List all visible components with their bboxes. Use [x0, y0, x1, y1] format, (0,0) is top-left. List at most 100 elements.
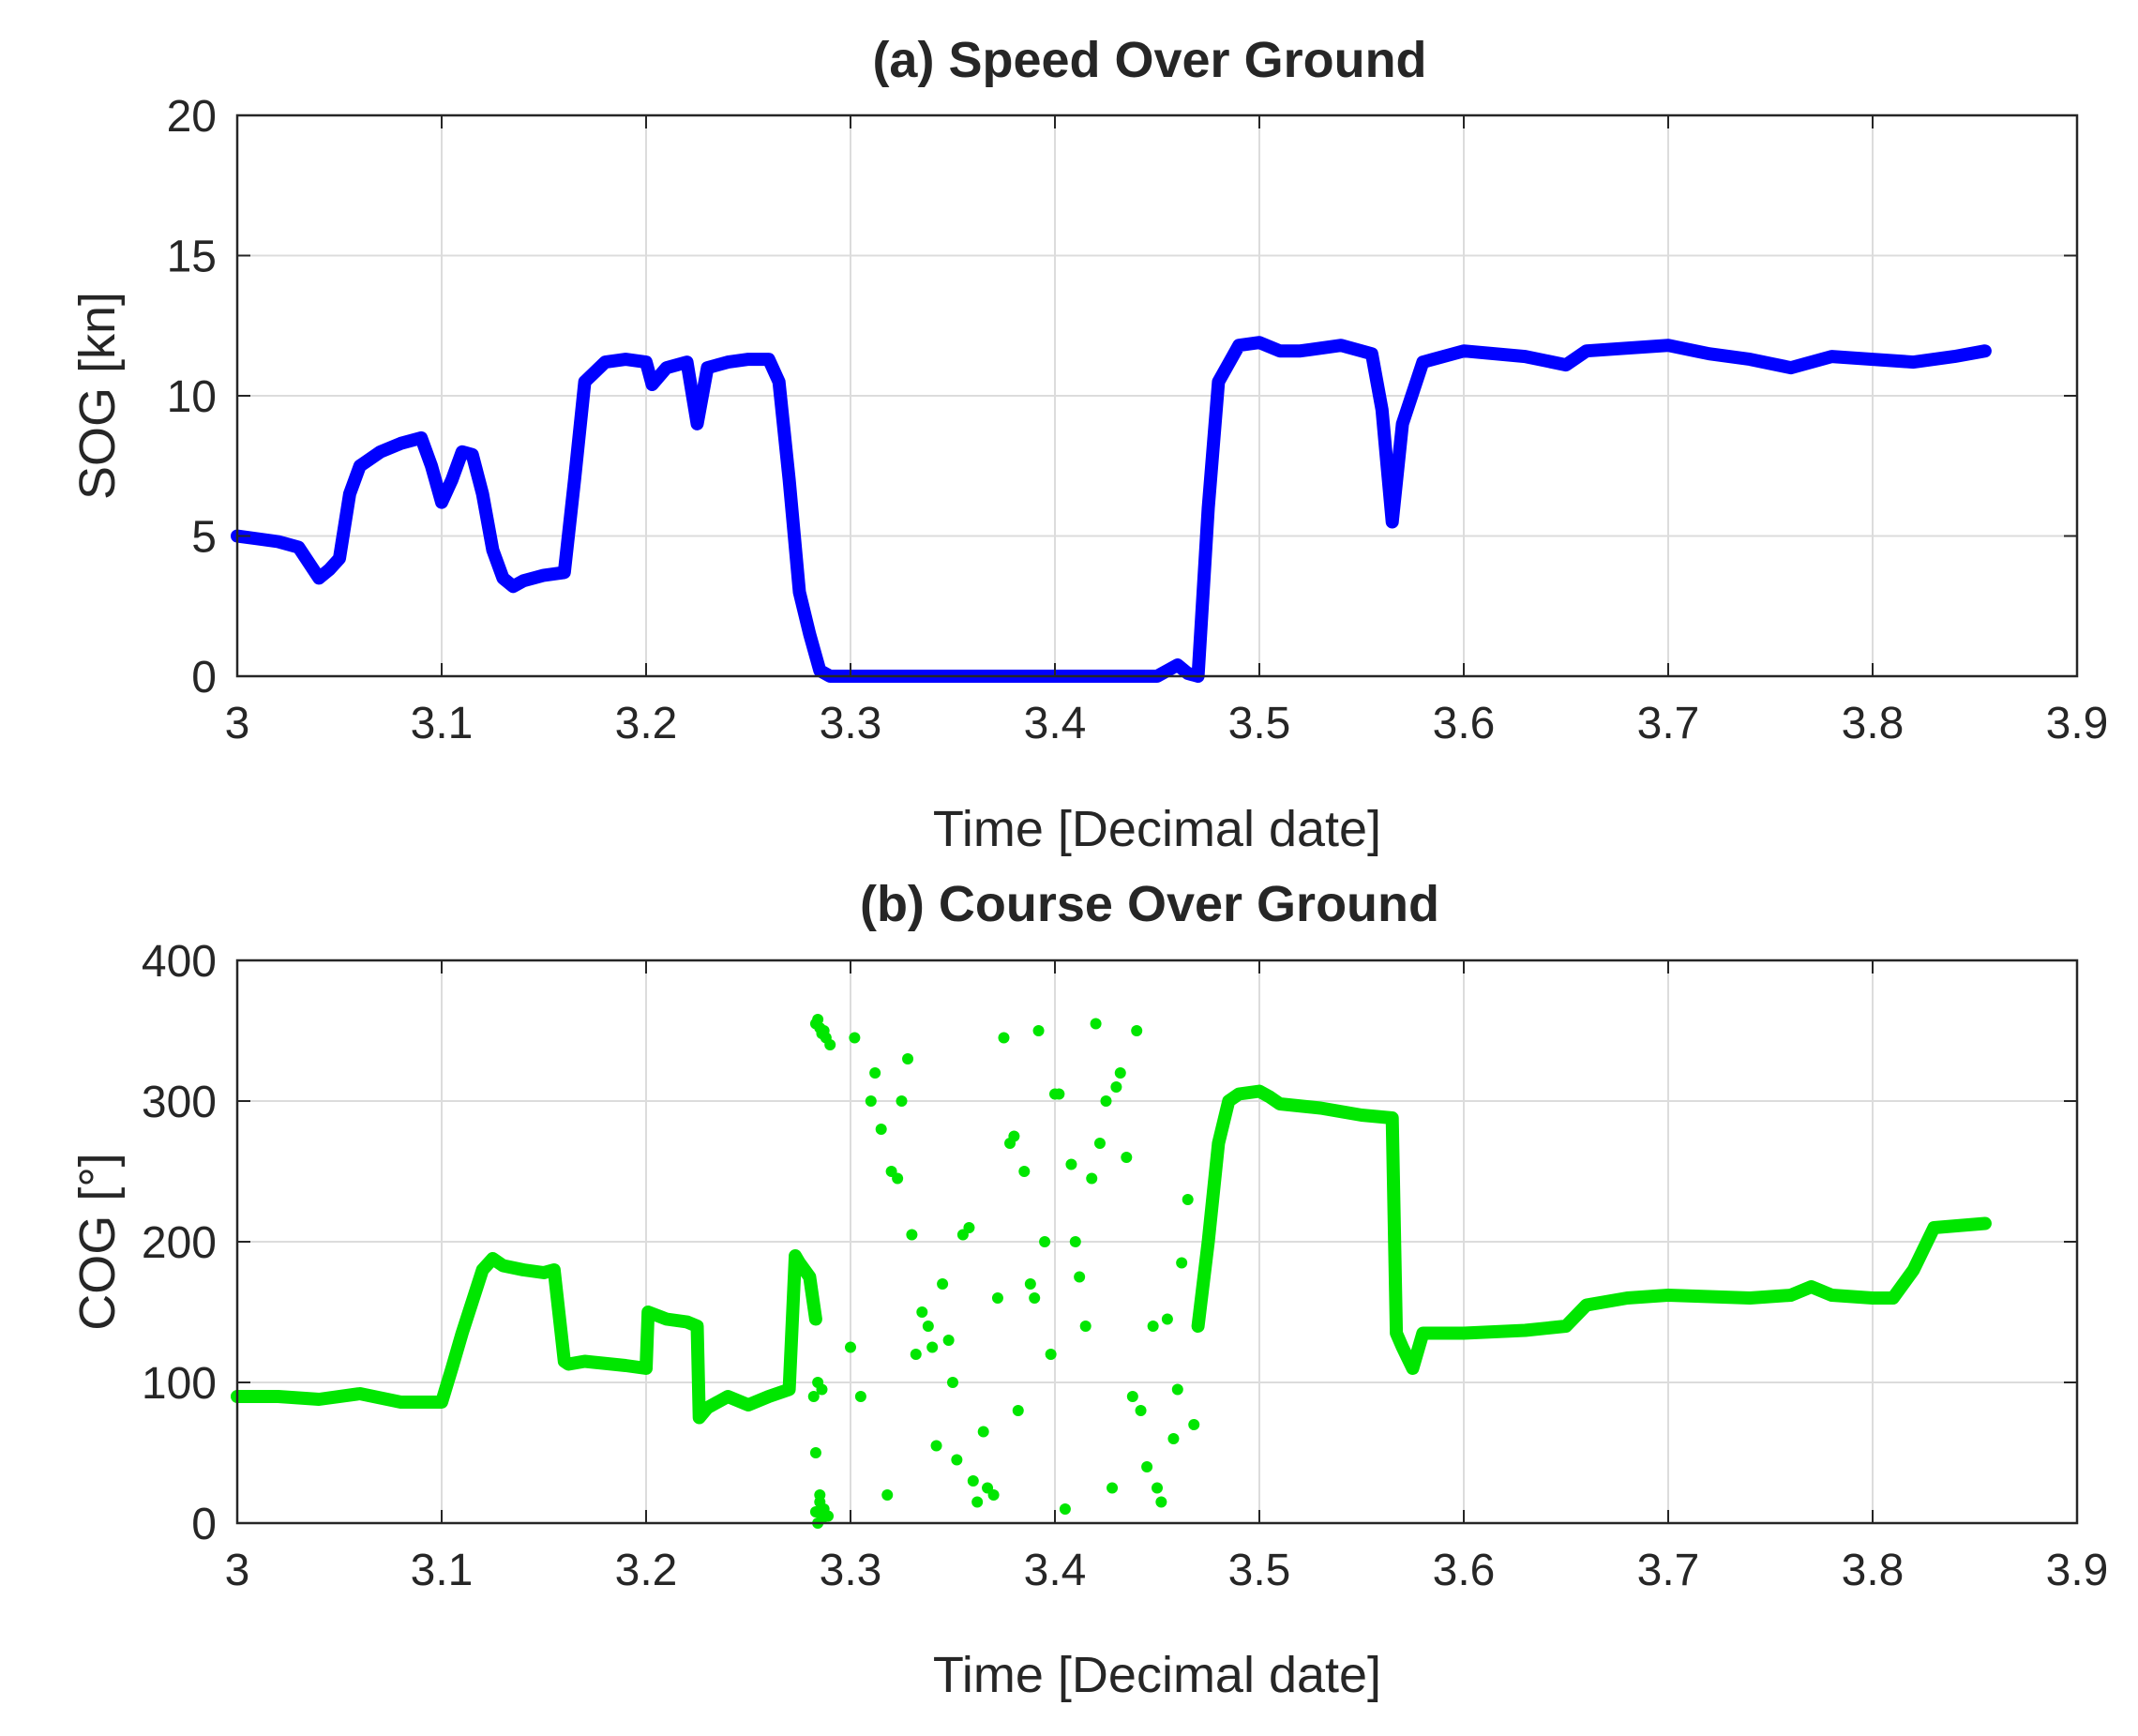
cog-point-73	[1131, 1025, 1143, 1036]
cog-grid	[237, 960, 2077, 1523]
cog-point-75	[1141, 1461, 1153, 1472]
cog-point-71	[1121, 1152, 1133, 1163]
cog-point-84	[1188, 1419, 1200, 1430]
sog-x-tick-label-9: 3.9	[2046, 699, 2109, 748]
cog-point-35	[937, 1278, 949, 1290]
cog-point-1	[812, 1014, 824, 1025]
cog-point-24	[881, 1489, 894, 1501]
cog-point-7	[807, 1391, 820, 1402]
cog-y-tick-label-4: 400	[142, 937, 217, 987]
cog-point-83	[1182, 1194, 1194, 1205]
cog-y-tick-label-0: 0	[191, 1500, 217, 1549]
sog-chart-title: (a) Speed Over Ground	[872, 32, 1426, 88]
cog-chart-title: (b) Course Over Ground	[860, 876, 1439, 932]
cog-point-10	[809, 1447, 821, 1458]
cog-point-51	[1018, 1166, 1031, 1177]
cog-y-tick-label-2: 200	[142, 1218, 217, 1268]
cog-y-tick-label-1: 100	[142, 1359, 217, 1409]
cog-x-axis-label: Time [Decimal date]	[933, 1647, 1381, 1703]
cog-point-80	[1167, 1433, 1180, 1444]
cog-point-46	[991, 1292, 1003, 1304]
cog-point-34	[930, 1440, 942, 1452]
cog-x-tick-label-5: 3.5	[1228, 1546, 1291, 1595]
cog-point-79	[1161, 1313, 1173, 1325]
cog-point-22	[869, 1067, 881, 1079]
cog-x-tick-label-2: 3.2	[615, 1546, 678, 1595]
cog-point-20	[854, 1391, 866, 1402]
cog-point-66	[1093, 1138, 1106, 1149]
cog-y-tick-label-3: 300	[142, 1078, 217, 1127]
cog-point-63	[1079, 1321, 1092, 1332]
cog-point-70	[1114, 1067, 1126, 1079]
sog-x-tick-label-6: 3.6	[1433, 699, 1496, 748]
cog-point-52	[1024, 1278, 1036, 1290]
sog-x-tick-label-0: 3	[225, 699, 250, 748]
sog-x-tick-label-2: 3.2	[615, 699, 678, 748]
cog-x-tick-label-7: 3.7	[1637, 1546, 1700, 1595]
sog-x-ticks: 3 3.1 3.2 3.3 3.4 3.5 3.6 3.7 3.8 3.9	[225, 115, 2109, 748]
cog-point-19	[849, 1032, 861, 1044]
cog-point-76	[1147, 1321, 1159, 1332]
cog-x-tick-label-9: 3.9	[2046, 1546, 2109, 1595]
cog-point-77	[1152, 1482, 1163, 1494]
sog-x-tick-label-3: 3.3	[820, 699, 882, 748]
cog-y-ticks: 0 100 200 300 400	[142, 937, 2077, 1549]
sog-x-axis-label: Time [Decimal date]	[933, 801, 1381, 857]
cog-point-32	[922, 1321, 934, 1332]
cog-point-31	[916, 1306, 928, 1318]
cog-point-72	[1126, 1391, 1138, 1402]
cog-point-65	[1090, 1018, 1102, 1030]
cog-point-60	[1065, 1158, 1077, 1170]
sog-y-tick-label-2: 10	[167, 372, 217, 422]
cog-point-53	[1029, 1292, 1041, 1304]
cog-point-82	[1176, 1257, 1188, 1269]
cog-point-69	[1110, 1081, 1122, 1093]
cog-x-tick-label-3: 3.3	[820, 1546, 882, 1595]
cog-point-78	[1155, 1496, 1167, 1508]
cog-point-49	[1008, 1130, 1020, 1142]
cog-chart: (b) Course Over Ground 3 3.1 3.2 3.3 3.4 3.5 3…	[69, 876, 2108, 1703]
sog-y-tick-label-0: 0	[191, 653, 217, 702]
sog-grid	[237, 115, 2077, 676]
sog-x-tick-label-7: 3.7	[1637, 699, 1700, 748]
sog-series-line-0	[231, 336, 1992, 683]
cog-point-27	[896, 1095, 908, 1107]
cog-point-74	[1135, 1405, 1147, 1416]
cog-y-axis-label: COG [°]	[69, 1153, 126, 1331]
sog-x-tick-label-8: 3.8	[1842, 699, 1905, 748]
cog-point-29	[906, 1229, 918, 1241]
cog-point-68	[1107, 1482, 1119, 1494]
cog-point-61	[1069, 1236, 1081, 1247]
cog-point-33	[926, 1341, 939, 1353]
sog-x-tick-label-1: 3.1	[411, 699, 474, 748]
cog-x-tick-label-8: 3.8	[1842, 1546, 1905, 1595]
cog-point-18	[845, 1341, 856, 1353]
sog-x-tick-label-4: 3.4	[1024, 699, 1087, 748]
cog-point-16	[809, 1506, 821, 1517]
cog-x-tick-label-4: 3.4	[1024, 1546, 1087, 1595]
sog-y-tick-label-1: 5	[191, 513, 217, 563]
cog-point-59	[1059, 1503, 1071, 1515]
sog-y-ticks: 0 5 10 15 20	[167, 92, 2077, 702]
sog-x-tick-label-5: 3.5	[1228, 699, 1291, 748]
cog-point-17	[814, 1496, 826, 1508]
cog-point-40	[963, 1222, 975, 1233]
cog-point-9	[816, 1383, 828, 1396]
cog-x-tick-label-0: 3	[225, 1546, 250, 1595]
cog-series-line-0	[231, 1249, 822, 1425]
cog-x-tick-label-1: 3.1	[411, 1546, 474, 1595]
cog-data-series	[231, 1014, 1992, 1529]
sog-y-tick-label-4: 20	[167, 92, 217, 142]
cog-x-tick-label-6: 3.6	[1433, 1546, 1496, 1595]
cog-point-43	[977, 1426, 989, 1438]
cog-point-81	[1171, 1383, 1183, 1396]
cog-point-50	[1012, 1405, 1024, 1416]
cog-x-ticks: 3 3.1 3.2 3.3 3.4 3.5 3.6 3.7 3.8 3.9	[225, 960, 2109, 1595]
cog-point-6	[824, 1039, 836, 1050]
cog-point-41	[967, 1475, 979, 1487]
cog-point-21	[865, 1095, 877, 1107]
cog-point-37	[947, 1377, 958, 1388]
cog-point-30	[910, 1349, 922, 1360]
cog-point-58	[1053, 1088, 1065, 1100]
